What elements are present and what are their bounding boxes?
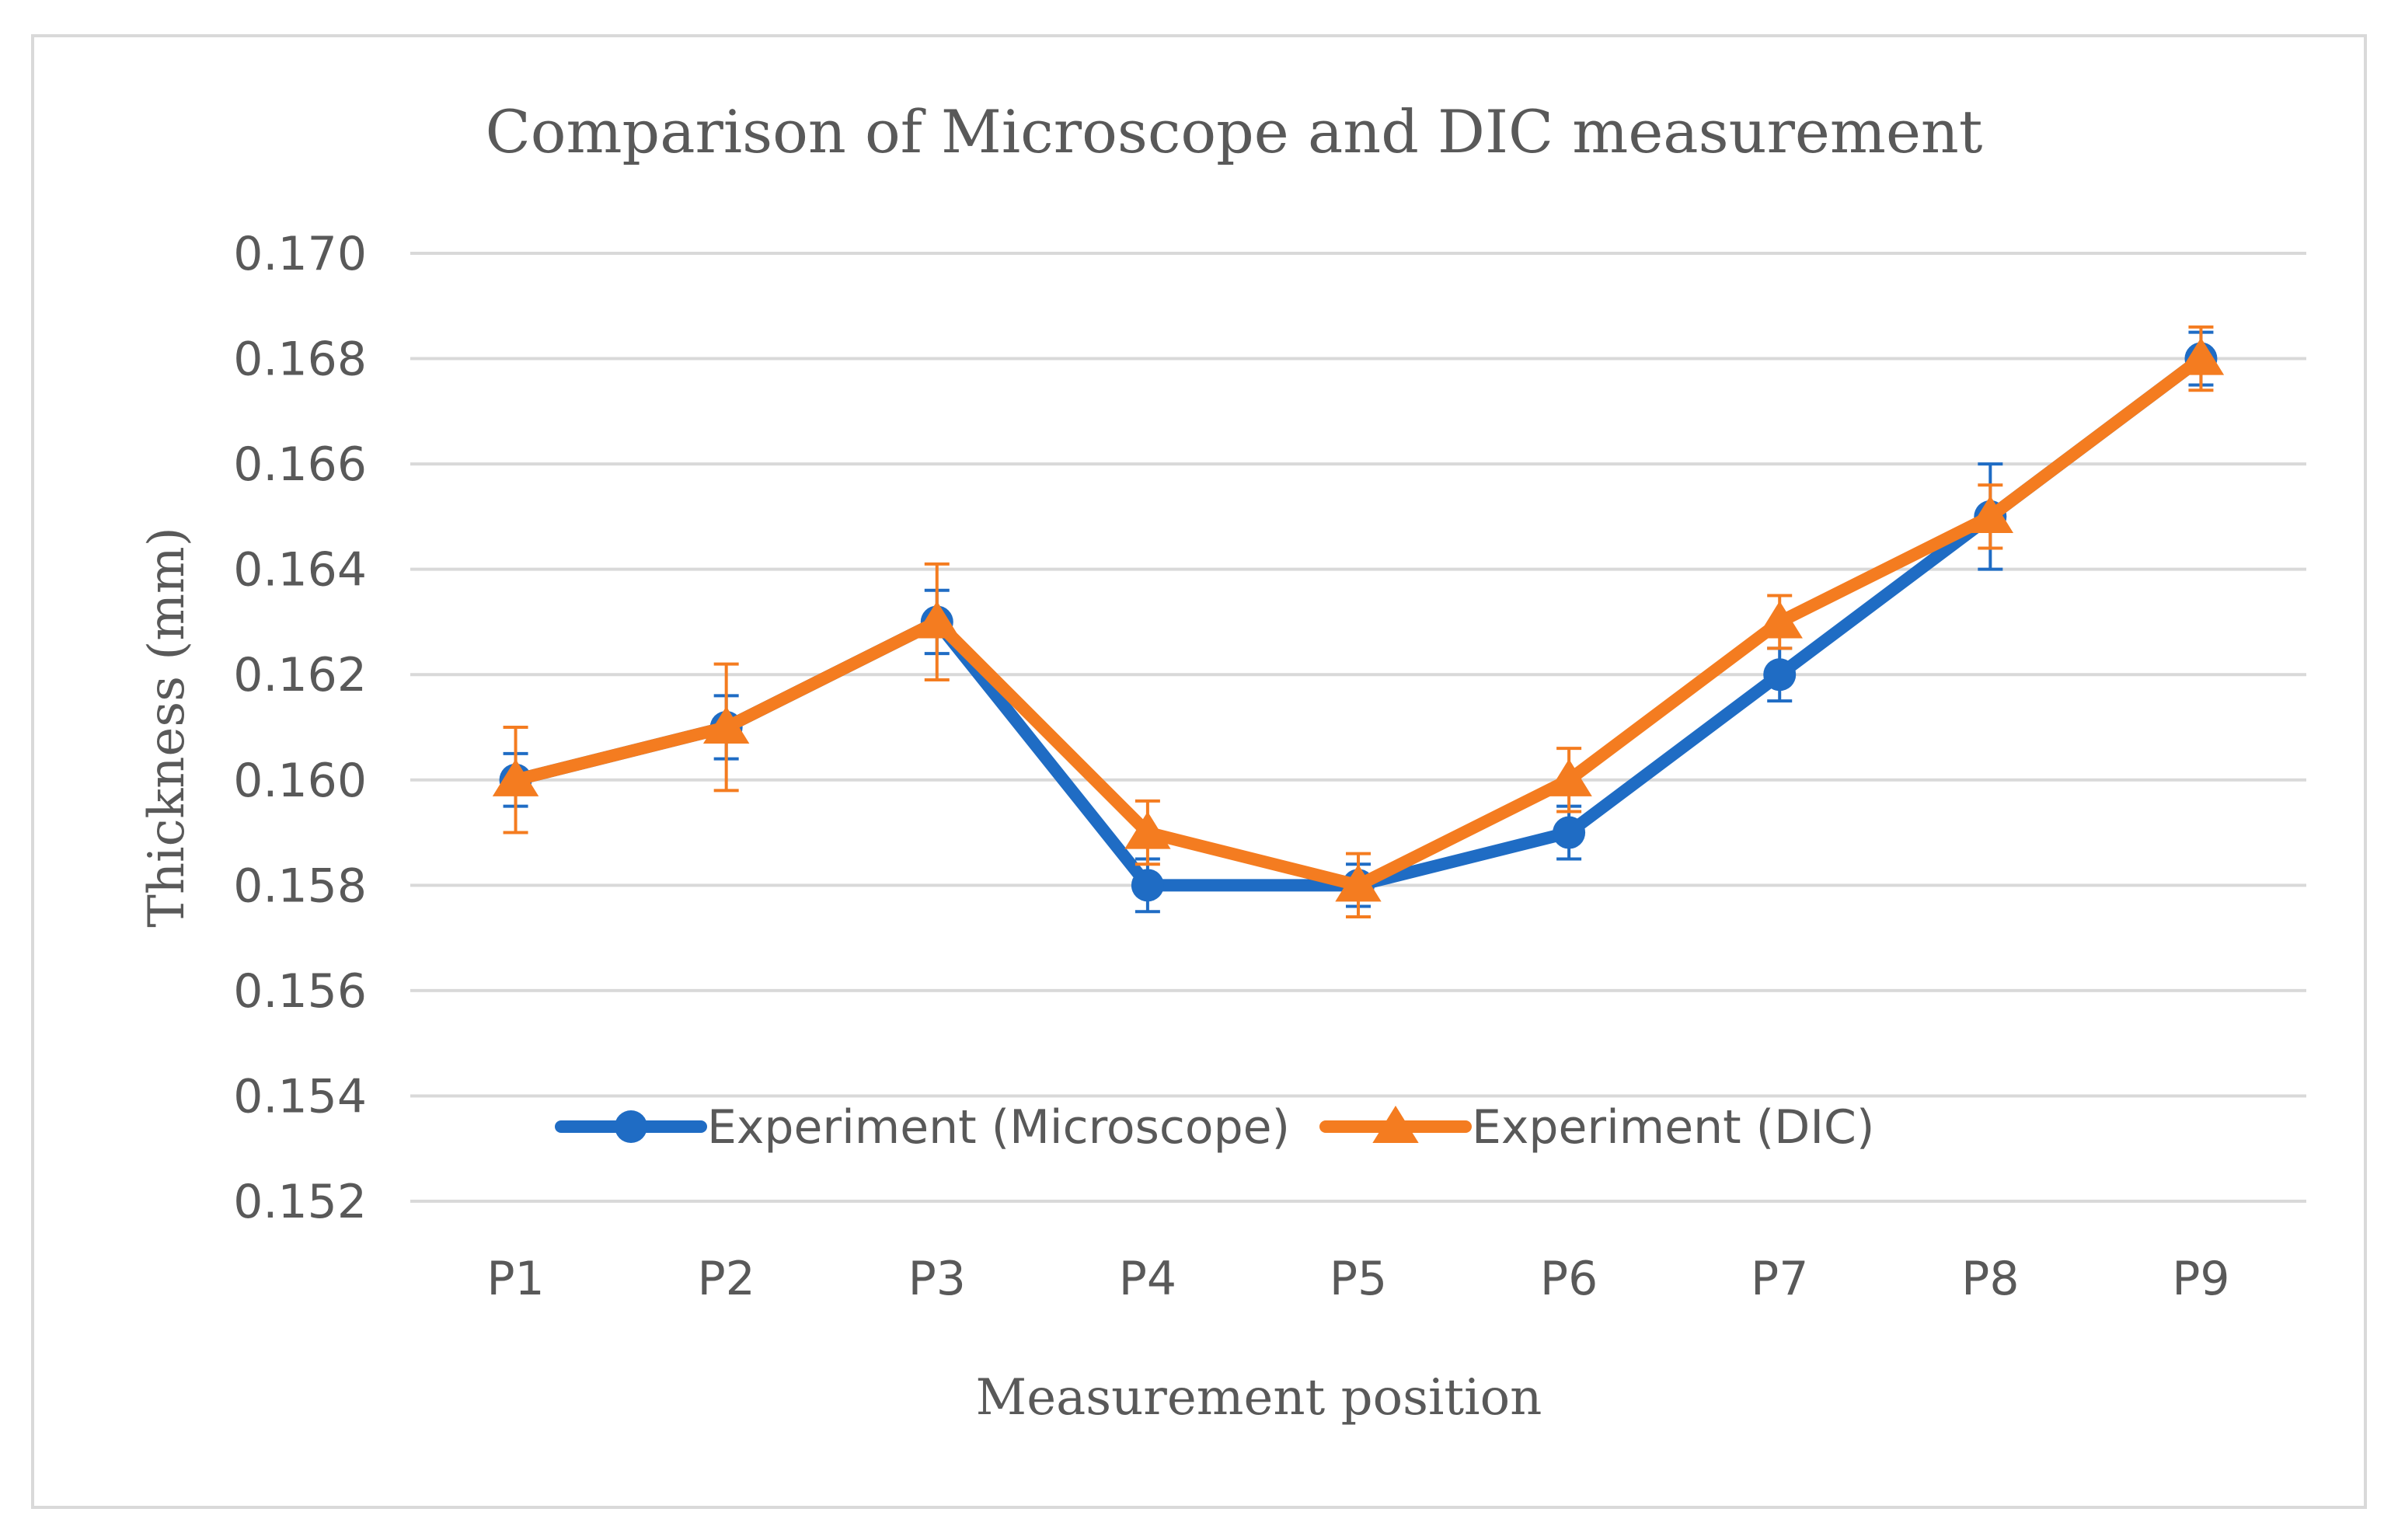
gridlines	[410, 252, 2306, 1203]
legend-item-microscope: Experiment (Microscope)	[555, 1100, 1290, 1155]
data-point-microscope	[1131, 869, 1164, 902]
series-line-microscope	[509, 352, 2208, 892]
legend-label-microscope: Experiment (Microscope)	[707, 1100, 1290, 1155]
x-tick-label: P7	[1751, 1252, 1808, 1306]
legend: Experiment (Microscope) Experiment (DIC)	[555, 1100, 1874, 1155]
y-tick-label: 0.170	[233, 227, 367, 281]
series-dic	[492, 325, 2225, 918]
y-tick-label: 0.154	[233, 1069, 367, 1124]
data-point-dic	[1756, 601, 1803, 639]
data-point-dic	[1967, 495, 2014, 533]
y-tick-label: 0.164	[233, 543, 367, 598]
data-point-dic	[1335, 864, 1382, 902]
x-tick-label: P9	[2172, 1252, 2229, 1306]
legend-label-dic: Experiment (DIC)	[1472, 1100, 1874, 1155]
legend-marker-dic	[1372, 1106, 1419, 1144]
legend-item-dic: Experiment (DIC)	[1319, 1100, 1874, 1155]
data-point-microscope	[1553, 816, 1586, 849]
y-tick-label: 0.168	[233, 333, 367, 387]
y-tick-label: 0.166	[233, 437, 367, 492]
y-axis-title: Thickness (mm)	[138, 527, 196, 927]
x-tick-label: P8	[1961, 1252, 2019, 1306]
y-axis-ticks: 0.152 0.154 0.156 0.158 0.160 0.162 0.164 0.166…	[233, 227, 367, 1229]
x-tick-label: P5	[1330, 1252, 1387, 1306]
data-point-dic	[1546, 758, 1592, 796]
chart-frame	[31, 34, 2367, 1509]
data-point-dic	[914, 601, 960, 639]
x-axis-title: Measurement position	[976, 1369, 1542, 1427]
data-point-dic	[1124, 811, 1171, 849]
series-line-dic	[509, 352, 2208, 892]
x-tick-label: P1	[486, 1252, 544, 1306]
x-axis-ticks: P1 P2 P3 P4 P5 P6 P7 P8 P9	[486, 1252, 2229, 1306]
series-microscope	[499, 330, 2218, 914]
data-point-microscope	[1763, 658, 1797, 692]
y-tick-label: 0.162	[233, 648, 367, 702]
x-tick-label: P6	[1540, 1252, 1598, 1306]
y-tick-label: 0.160	[233, 754, 367, 808]
legend-marker-microscope	[615, 1110, 647, 1143]
data-point-dic	[2177, 337, 2225, 375]
x-tick-label: P4	[1119, 1252, 1176, 1306]
data-point-dic	[492, 758, 539, 796]
x-tick-label: P2	[697, 1252, 755, 1306]
x-tick-label: P3	[908, 1252, 966, 1306]
data-point-dic	[702, 706, 750, 744]
y-tick-label: 0.156	[233, 964, 367, 1019]
chart-title: Comparison of Microscope and DIC measure…	[486, 97, 1983, 166]
y-tick-label: 0.152	[233, 1175, 367, 1229]
y-tick-label: 0.158	[233, 859, 367, 913]
series-layer	[492, 325, 2225, 918]
